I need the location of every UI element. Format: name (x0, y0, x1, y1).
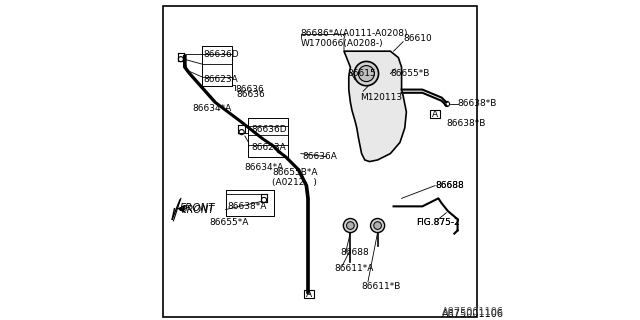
Text: 86655*A: 86655*A (210, 218, 249, 227)
Text: 86634*A: 86634*A (245, 164, 284, 172)
Circle shape (343, 219, 357, 233)
Text: 86636D: 86636D (204, 50, 239, 59)
Text: 86686*A(A0111-A0208)
W170066(A0208-): 86686*A(A0111-A0208) W170066(A0208-) (301, 29, 408, 48)
Text: 86623A: 86623A (204, 76, 238, 84)
Text: A875001106: A875001106 (442, 307, 504, 317)
Text: FRONT: FRONT (179, 203, 215, 213)
FancyBboxPatch shape (430, 110, 440, 118)
Text: 86638*A: 86638*A (227, 202, 267, 211)
Text: 86688: 86688 (435, 181, 464, 190)
FancyBboxPatch shape (304, 290, 314, 298)
Text: A: A (432, 110, 438, 119)
Text: A: A (306, 290, 312, 299)
Polygon shape (344, 51, 406, 162)
Circle shape (354, 61, 378, 86)
Text: 86610: 86610 (403, 34, 432, 43)
Text: 86634*A: 86634*A (192, 104, 231, 113)
Text: M120113: M120113 (360, 93, 402, 102)
Circle shape (358, 66, 374, 82)
Circle shape (371, 219, 385, 233)
Text: 86636: 86636 (236, 90, 265, 99)
Circle shape (374, 222, 381, 229)
Text: 86636: 86636 (236, 85, 264, 94)
Text: 86636A: 86636A (303, 152, 337, 161)
Text: 86636D: 86636D (252, 125, 287, 134)
Text: 86623A: 86623A (252, 143, 286, 152)
Circle shape (346, 222, 354, 229)
Text: A875001106: A875001106 (442, 308, 504, 318)
Text: 86611*B: 86611*B (362, 282, 401, 291)
Text: 86655B*A
(A0212-  ): 86655B*A (A0212- ) (272, 168, 317, 187)
Text: 86688: 86688 (340, 248, 369, 257)
Text: FRONT: FRONT (182, 204, 215, 214)
Text: 86655*B: 86655*B (390, 69, 429, 78)
Text: 86615: 86615 (347, 69, 376, 78)
Text: 86688: 86688 (435, 181, 464, 190)
Text: 86638*B: 86638*B (458, 100, 497, 108)
Text: 86638*B: 86638*B (446, 119, 486, 128)
Text: FIG.875-2: FIG.875-2 (416, 218, 460, 227)
Text: 86611*A: 86611*A (334, 264, 374, 273)
Text: FIG.875-2: FIG.875-2 (416, 218, 460, 227)
